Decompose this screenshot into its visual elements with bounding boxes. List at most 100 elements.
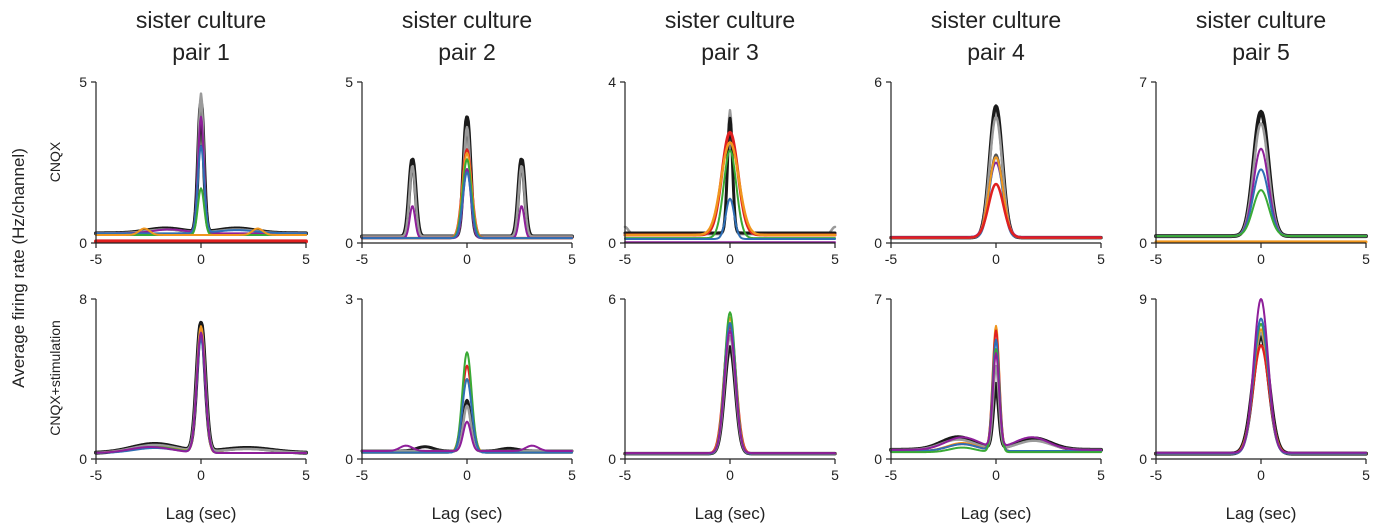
series-line-gray bbox=[889, 115, 1103, 239]
series-line-green bbox=[624, 311, 836, 455]
series-line-black bbox=[889, 104, 1103, 240]
column-title-line2: pair 1 bbox=[172, 39, 230, 65]
series-line-orange bbox=[95, 325, 307, 454]
series-line-green bbox=[624, 149, 836, 240]
y-tick-label: 0 bbox=[345, 451, 353, 467]
y-tick-label: 6 bbox=[874, 74, 882, 90]
series-line-blue bbox=[361, 171, 573, 240]
x-tick-label: 5 bbox=[568, 467, 576, 483]
x-tick-label: -5 bbox=[619, 467, 632, 483]
series-line-black bbox=[1154, 109, 1368, 239]
y-tick-label: 4 bbox=[608, 74, 616, 90]
series-line-blue bbox=[890, 338, 1102, 452]
x-axis-label: Lag (sec) bbox=[1226, 504, 1297, 523]
x-tick-label: 0 bbox=[726, 467, 734, 483]
chart-panel: 09-5 0 5 bbox=[1139, 291, 1370, 483]
series-line-purple bbox=[95, 331, 307, 454]
x-tick-label: -5 bbox=[1150, 467, 1163, 483]
x-tick-label: 0 bbox=[197, 251, 205, 267]
y-tick-label: 0 bbox=[874, 451, 882, 467]
column-title-line2: pair 3 bbox=[701, 39, 759, 65]
x-axis-label: Lag (sec) bbox=[961, 504, 1032, 523]
series-line-purple bbox=[95, 115, 307, 235]
chart-panel: 06-5 0 5 bbox=[874, 74, 1105, 267]
series-line-gray bbox=[889, 364, 1103, 452]
series-line-green bbox=[95, 333, 307, 454]
row-label-cnqx: CNQX bbox=[47, 141, 63, 182]
series-line-blue bbox=[95, 337, 307, 454]
x-tick-label: 5 bbox=[1097, 251, 1105, 267]
y-tick-label: 0 bbox=[1139, 451, 1147, 467]
x-tick-label: 5 bbox=[1097, 467, 1105, 483]
x-axis-label: Lag (sec) bbox=[432, 504, 503, 523]
series-line-blue bbox=[361, 378, 573, 454]
column-title-line2: pair 5 bbox=[1232, 39, 1290, 65]
series-line-red bbox=[889, 182, 1103, 239]
y-tick-label: 8 bbox=[79, 291, 87, 307]
chart-panel: 03-5 0 5 bbox=[345, 291, 576, 483]
series-line-orange bbox=[361, 151, 573, 240]
series-line-purple bbox=[890, 352, 1102, 451]
x-tick-label: -5 bbox=[619, 251, 632, 267]
y-tick-label: 9 bbox=[1139, 291, 1147, 307]
series-line-red bbox=[360, 148, 574, 240]
series-line-green bbox=[890, 348, 1102, 454]
series-line-purple bbox=[890, 161, 1102, 239]
series-line-orange bbox=[95, 227, 307, 236]
x-tick-label: 0 bbox=[1257, 251, 1265, 267]
x-tick-label: 5 bbox=[831, 251, 839, 267]
chart-panel: 08-5 0 5 bbox=[79, 291, 310, 483]
x-tick-label: 0 bbox=[726, 251, 734, 267]
series-line-blue bbox=[95, 144, 307, 235]
x-tick-label: 5 bbox=[302, 251, 310, 267]
series-line-black bbox=[1154, 334, 1368, 456]
y-tick-label: 0 bbox=[1139, 235, 1147, 251]
column-title-line1: sister culture bbox=[665, 7, 795, 33]
x-tick-label: 0 bbox=[992, 251, 1000, 267]
y-tick-label: 5 bbox=[345, 74, 353, 90]
x-tick-label: 5 bbox=[568, 251, 576, 267]
y-tick-label: 0 bbox=[345, 235, 353, 251]
series-line-orange bbox=[890, 156, 1102, 239]
y-tick-label: 0 bbox=[874, 235, 882, 251]
x-tick-label: 0 bbox=[197, 467, 205, 483]
x-axis-label: Lag (sec) bbox=[166, 504, 237, 523]
row-label-cnqx-stimulation: CNQX+stimulation bbox=[47, 320, 63, 436]
chart-panel: 04-5 0 5 bbox=[608, 74, 839, 267]
column-title-line1: sister culture bbox=[1196, 7, 1326, 33]
series-line-gray bbox=[360, 404, 574, 453]
series-line-green bbox=[1155, 189, 1367, 238]
chart-panel: 07-5 0 5 bbox=[874, 291, 1105, 483]
series-line-green bbox=[95, 187, 307, 236]
column-title-line2: pair 2 bbox=[438, 39, 496, 65]
series-line-black bbox=[94, 320, 308, 455]
x-tick-label: 5 bbox=[1362, 251, 1370, 267]
x-tick-label: 5 bbox=[831, 467, 839, 483]
column-title-line2: pair 4 bbox=[967, 39, 1025, 65]
series-line-red bbox=[623, 130, 837, 237]
y-tick-label: 0 bbox=[608, 235, 616, 251]
x-tick-label: 0 bbox=[1257, 467, 1265, 483]
x-tick-label: -5 bbox=[356, 467, 369, 483]
column-title-line1: sister culture bbox=[402, 7, 532, 33]
y-tick-label: 0 bbox=[79, 235, 87, 251]
chart-panel: 07-5 0 5 bbox=[1139, 74, 1370, 267]
y-tick-label: 7 bbox=[1139, 74, 1147, 90]
series-line-orange bbox=[1155, 328, 1367, 455]
y-tick-label: 3 bbox=[345, 291, 353, 307]
series-line-darkgray bbox=[890, 153, 1102, 239]
y-axis-label: Average firing rate (Hz/channel) bbox=[9, 148, 28, 388]
x-tick-label: -5 bbox=[885, 251, 898, 267]
y-tick-label: 7 bbox=[874, 291, 882, 307]
chart-panel: 05-5 0 5 bbox=[79, 74, 310, 267]
series-line-gray bbox=[1154, 122, 1368, 238]
x-tick-label: -5 bbox=[1150, 251, 1163, 267]
series-line-purple bbox=[624, 330, 836, 455]
series-line-orange bbox=[623, 141, 837, 237]
series-line-gray bbox=[360, 125, 574, 238]
series-line-black bbox=[623, 116, 837, 235]
series-line-orange bbox=[361, 378, 573, 454]
series-line-blue bbox=[890, 156, 1102, 239]
series-line-blue bbox=[1155, 168, 1367, 238]
